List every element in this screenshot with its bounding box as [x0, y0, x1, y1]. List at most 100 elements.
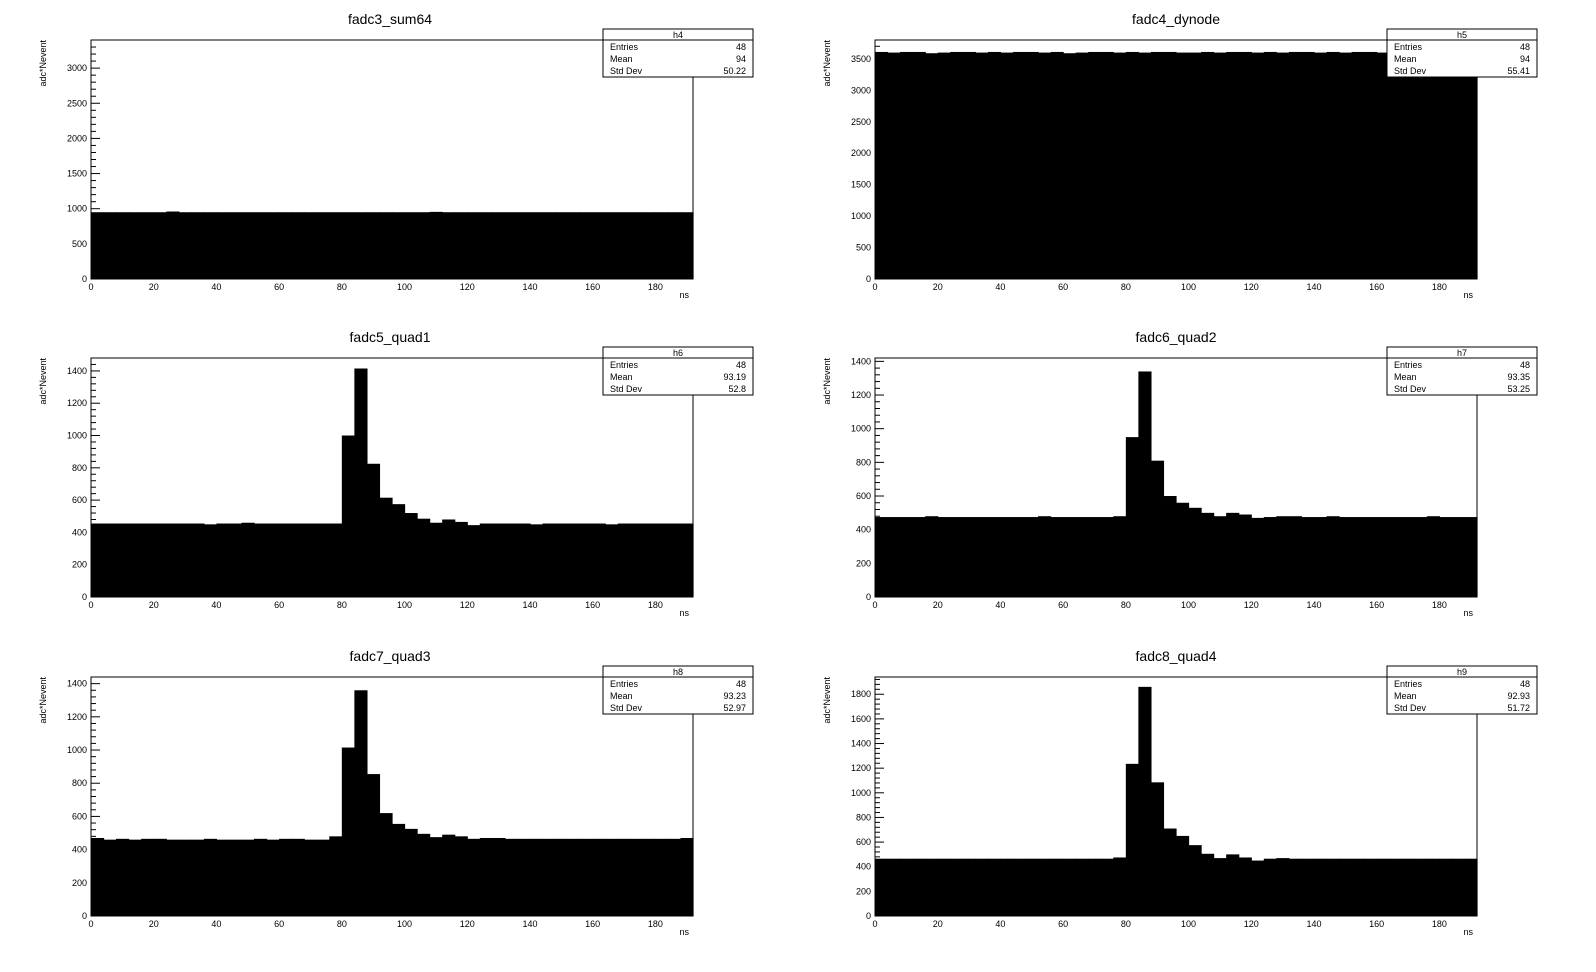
stats-entries-label: Entries	[610, 679, 639, 689]
histogram-bar	[1426, 858, 1440, 916]
stats-box-frame	[1386, 28, 1538, 78]
histogram-bar	[178, 839, 192, 916]
histogram-bar	[1326, 858, 1340, 916]
x-tick-label: 60	[274, 600, 284, 610]
histogram-bar	[392, 823, 406, 916]
histogram-bars	[875, 686, 1478, 916]
histogram-bar	[153, 523, 167, 597]
stats-std-dev-value: 55.41	[1507, 66, 1530, 76]
histogram-bar	[925, 858, 939, 916]
histogram-bar	[1301, 517, 1315, 597]
histogram-bar	[1326, 516, 1340, 597]
histogram-bar	[1150, 460, 1165, 597]
histogram-bar	[1012, 51, 1027, 280]
plot-title: fadc3_sum64	[348, 11, 432, 27]
histogram-bar	[1376, 517, 1390, 597]
histogram-bar	[141, 838, 155, 916]
stats-entries-value: 48	[1520, 360, 1530, 370]
histogram-pad-h9: 0 20 40 60 80 100 120 140 160 1800200400600800100…	[822, 648, 1538, 937]
x-axis-label: ns	[1463, 927, 1473, 937]
histogram-bar	[1113, 52, 1127, 279]
histogram-bar	[467, 525, 481, 597]
y-axis-label: adc*Nevent	[822, 677, 832, 724]
histogram-bar	[216, 839, 230, 916]
x-axis-label: ns	[679, 290, 689, 300]
histogram-bar	[617, 212, 631, 279]
histogram-bar	[1301, 51, 1315, 280]
histogram-bar	[1100, 51, 1114, 280]
histogram-bar	[1150, 782, 1165, 916]
y-tick-label: 1000	[851, 424, 871, 434]
histogram-bar	[454, 521, 468, 597]
x-tick-label: 140	[522, 600, 537, 610]
stats-mean-label: Mean	[1394, 372, 1417, 382]
y-tick-label: 500	[72, 239, 87, 249]
histogram-bar	[467, 212, 481, 279]
histogram-bar	[1138, 52, 1152, 279]
histogram-bar	[1201, 51, 1215, 280]
x-tick-label: 120	[460, 600, 475, 610]
histogram-bar	[1201, 512, 1215, 597]
histogram-bar	[1025, 858, 1039, 916]
stats-mean-value: 94	[1520, 54, 1530, 64]
histogram-bar	[166, 523, 180, 597]
histogram-bar	[354, 368, 368, 597]
histogram-bar	[1063, 53, 1077, 280]
histogram-bar	[1276, 858, 1290, 916]
histogram-bar	[567, 523, 581, 597]
histogram-bar	[1012, 858, 1027, 916]
histogram-bar	[555, 212, 569, 279]
histogram-bar	[291, 523, 305, 597]
stats-mean-label: Mean	[1394, 54, 1417, 64]
histogram-bar	[417, 518, 431, 597]
histogram-bar	[366, 774, 381, 916]
histogram-bar	[442, 212, 456, 279]
x-tick-label: 140	[1306, 282, 1321, 292]
y-tick-label: 1000	[851, 211, 871, 221]
stats-box: h9 Entries 48 Mean 92.93 Std Dev 51.72	[1386, 665, 1538, 715]
histogram-bar	[1238, 51, 1252, 280]
x-tick-label: 120	[1244, 919, 1259, 929]
histogram-bar	[291, 838, 305, 916]
histogram-bar	[103, 212, 117, 279]
histogram-bar	[1251, 52, 1265, 279]
histogram-bar	[1326, 51, 1340, 280]
stats-std-dev-label: Std Dev	[1394, 384, 1427, 394]
stats-box: h7 Entries 48 Mean 93.35 Std Dev 53.25	[1386, 346, 1538, 396]
histogram-bar	[1263, 51, 1277, 280]
histogram-bar	[1150, 51, 1165, 280]
x-tick-label: 0	[88, 600, 93, 610]
y-tick-label: 400	[72, 845, 87, 855]
histogram-bar	[1163, 496, 1177, 597]
stats-hist-name: h4	[673, 30, 683, 40]
histogram-bar	[642, 212, 656, 279]
histogram-bar	[392, 504, 406, 597]
histogram-bar	[479, 837, 493, 916]
histogram-bar	[1238, 514, 1252, 597]
histogram-bar	[1464, 52, 1478, 279]
y-tick-label: 200	[72, 878, 87, 888]
histogram-bar	[950, 51, 964, 280]
histogram-bar	[1401, 52, 1415, 279]
histogram-bar	[1176, 835, 1190, 916]
histogram-bar	[1389, 51, 1403, 280]
x-tick-label: 120	[460, 919, 475, 929]
histogram-bar	[987, 51, 1002, 280]
histogram-bar	[91, 523, 105, 597]
y-tick-label: 1200	[851, 390, 871, 400]
y-tick-label: 200	[72, 560, 87, 570]
histogram-bar	[1276, 516, 1290, 597]
y-tick-label: 0	[82, 592, 87, 602]
histogram-bar	[680, 212, 694, 279]
x-tick-label: 160	[585, 919, 600, 929]
stats-box-frame	[1386, 346, 1538, 396]
stats-mean-value: 93.23	[723, 691, 746, 701]
histogram-pad-h8: 0 20 40 60 80 100 120 140 160 180 0 200 400 600 800 100…	[38, 648, 754, 937]
x-tick-label: 160	[585, 282, 600, 292]
histogram-pad-h7: 0 20 40 60 80 100 120 140 160 180 0 200 400 600 800 100…	[822, 329, 1538, 618]
x-tick-label: 60	[1058, 282, 1068, 292]
histogram-bar	[203, 212, 218, 279]
stats-entries-value: 48	[736, 679, 746, 689]
y-tick-label: 1400	[67, 366, 87, 376]
stats-box-frame	[602, 665, 754, 715]
